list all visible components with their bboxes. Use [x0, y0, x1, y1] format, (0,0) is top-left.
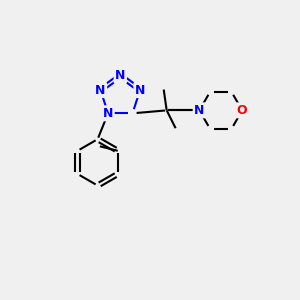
Text: O: O [237, 104, 247, 117]
Text: N: N [135, 84, 145, 97]
Text: N: N [115, 69, 125, 82]
Text: N: N [95, 84, 106, 97]
Text: N: N [103, 107, 113, 120]
Text: N: N [194, 104, 205, 117]
